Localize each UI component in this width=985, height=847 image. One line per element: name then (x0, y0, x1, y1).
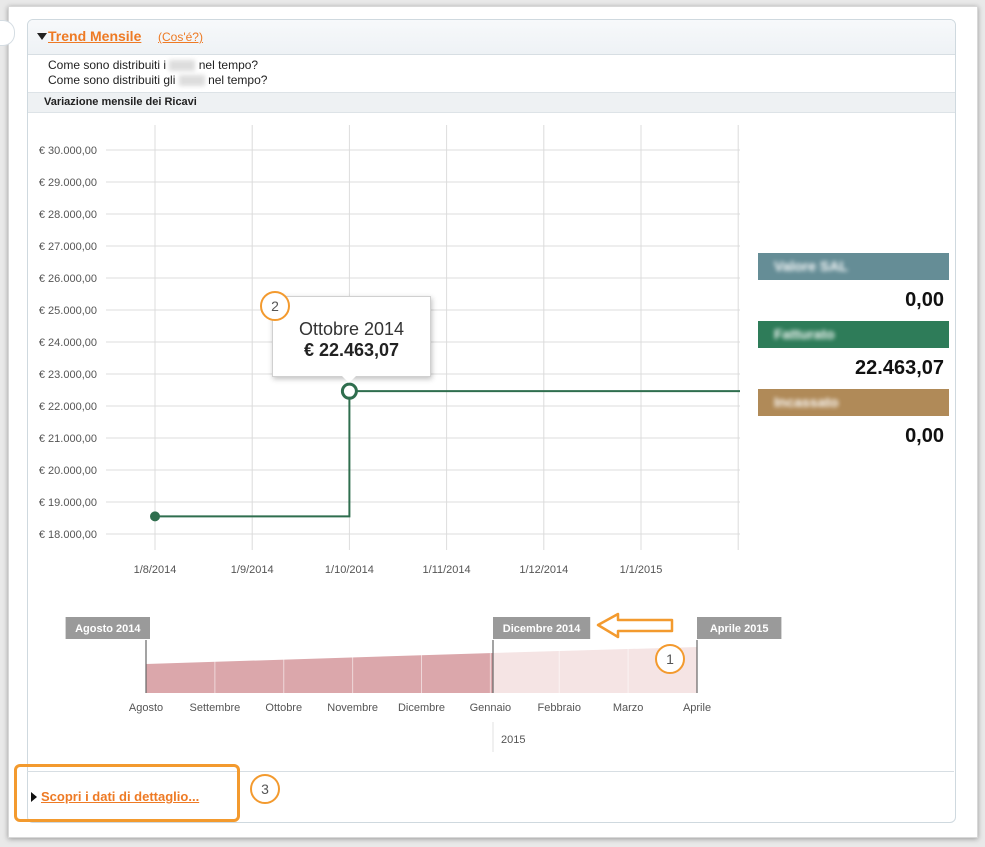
callout-1: 1 (655, 644, 685, 674)
question-2-suffix: nel tempo? (204, 73, 268, 87)
fatturato-label: Fatturato (758, 321, 949, 348)
chart-tooltip: Ottobre 2014 € 22.463,07 (272, 296, 431, 377)
collapse-triangle-icon[interactable] (37, 33, 47, 40)
help-link[interactable]: (Cos'é?) (158, 30, 203, 44)
detail-link[interactable]: Scopri i dati di dettaglio... (41, 789, 200, 804)
highlight-box (14, 764, 240, 822)
fatturato-value: 22.463,07 (855, 357, 944, 379)
valore-sal-value: 0,00 (905, 289, 944, 311)
panel-header: Trend Mensile (Cos'é?) (28, 20, 955, 55)
panel-description: Come sono distribuiti i nel tempo? Come … (48, 58, 267, 88)
chart-title: Variazione mensile dei Ricavi (44, 96, 197, 108)
tooltip-value: € 22.463,07 (303, 340, 400, 360)
callout-3: 3 (250, 774, 280, 804)
incassato-value: 0,00 (905, 425, 944, 447)
tooltip-arrow (340, 374, 358, 383)
tooltip-date: Ottobre 2014 (298, 319, 405, 339)
expand-triangle-icon[interactable] (31, 792, 37, 802)
valore-sal-label: Valore SAL (758, 253, 949, 280)
panel-title-link[interactable]: Trend Mensile (48, 28, 142, 44)
detail-section (27, 771, 954, 822)
question-2-prefix: Come sono distribuiti gli (48, 73, 179, 87)
question-1-suffix: nel tempo? (195, 58, 259, 72)
question-1-prefix: Come sono distribuiti i (48, 58, 170, 72)
redacted-word (169, 60, 196, 72)
redacted-word (178, 75, 205, 87)
incassato-label: Incassato (758, 389, 949, 416)
callout-2: 2 (260, 291, 290, 321)
chart-header: Variazione mensile dei Ricavi (28, 92, 955, 113)
trend-panel: Trend Mensile (Cos'é?) Come sono distrib… (27, 19, 956, 823)
